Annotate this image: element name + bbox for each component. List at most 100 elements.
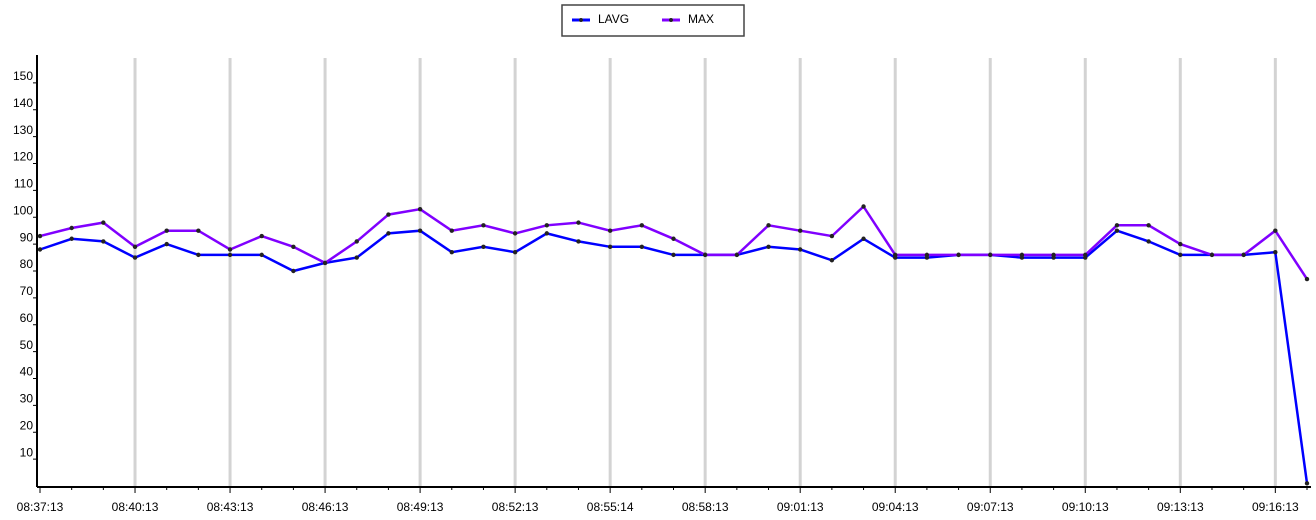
y-tick-label: 40 [20, 365, 34, 379]
x-tick-label: 09:04:13 [872, 500, 919, 514]
x-tick-label: 09:13:13 [1157, 500, 1204, 514]
data-point [702, 252, 708, 258]
data-point [417, 228, 423, 233]
x-tick-label: 09:16:13 [1252, 500, 1299, 514]
data-point [291, 244, 296, 250]
data-point [101, 239, 106, 244]
data-point [607, 244, 613, 250]
legend-marker [579, 18, 583, 22]
legend-box [561, 4, 745, 37]
x-tick-label: 09:10:13 [1062, 500, 1109, 514]
data-point [766, 223, 771, 228]
y-tick-label: 120 [13, 150, 33, 164]
data-point [576, 220, 581, 225]
data-point [512, 231, 518, 236]
y-tick-label: 60 [20, 311, 34, 325]
data-point [1178, 252, 1183, 258]
data-point [259, 252, 264, 258]
data-point [576, 239, 581, 244]
y-tick-label: 100 [13, 203, 33, 217]
data-point [1273, 228, 1278, 233]
legend-marker [669, 18, 673, 22]
data-point [386, 212, 391, 217]
data-point [671, 252, 676, 258]
data-point [1019, 252, 1025, 258]
x-tick-label: 08:37:13 [17, 500, 64, 514]
data-point [386, 231, 391, 236]
data-point [417, 206, 423, 212]
data-point [1209, 252, 1215, 258]
data-point [37, 247, 43, 252]
x-tick-label: 08:40:13 [112, 500, 159, 514]
legend-label: MAX [688, 12, 714, 26]
data-point [1304, 481, 1310, 486]
data-point [1241, 252, 1246, 258]
data-point [1051, 252, 1056, 258]
data-point [101, 220, 106, 225]
y-tick-label: 50 [20, 338, 34, 352]
x-tick-label: 08:58:13 [682, 500, 729, 514]
data-point [988, 252, 993, 258]
y-tick-label: 80 [20, 257, 34, 271]
x-tick-label: 09:07:13 [967, 500, 1014, 514]
data-point [544, 231, 549, 236]
data-point [893, 252, 898, 258]
x-tick-label: 09:01:13 [777, 500, 824, 514]
y-tick-label: 90 [20, 230, 34, 244]
data-point [861, 204, 866, 209]
data-point [227, 252, 233, 258]
data-point [1114, 228, 1120, 233]
data-point [164, 228, 169, 233]
data-point [449, 249, 454, 255]
data-point [354, 239, 359, 244]
y-tick-label: 110 [14, 177, 33, 191]
data-point [861, 236, 866, 241]
data-point [766, 244, 771, 250]
legend-label: LAVG [598, 12, 629, 26]
data-point [1146, 223, 1151, 228]
y-tick-label: 30 [20, 392, 34, 406]
y-tick-label: 10 [20, 445, 34, 459]
data-point [196, 228, 201, 233]
x-tick-label: 08:46:13 [302, 500, 349, 514]
data-point [639, 223, 645, 228]
data-point [132, 255, 138, 260]
data-point [69, 236, 74, 241]
data-point [829, 233, 835, 239]
data-point [196, 252, 201, 258]
data-point [639, 244, 645, 250]
data-point [1178, 241, 1183, 247]
legend: LAVG MAX [561, 4, 745, 37]
data-point [322, 260, 328, 266]
x-tick-label: 08:49:13 [397, 500, 444, 514]
data-point [1273, 249, 1278, 255]
data-point [1146, 239, 1151, 244]
data-point [671, 236, 676, 241]
data-point [1114, 223, 1120, 228]
y-tick-label: 130 [13, 123, 33, 137]
y-tick-label: 150 [13, 69, 33, 83]
y-tick-label: 140 [13, 96, 33, 110]
data-point [449, 228, 454, 233]
data-point [829, 258, 835, 263]
data-point [37, 233, 43, 239]
data-point [481, 244, 486, 250]
data-point [924, 252, 930, 258]
data-point [291, 268, 296, 274]
data-point [607, 228, 613, 233]
data-point [69, 225, 74, 231]
data-point [227, 247, 233, 252]
data-point [1304, 276, 1310, 282]
data-point [354, 255, 359, 260]
y-tick-label: 20 [20, 418, 34, 432]
x-tick-label: 08:52:13 [492, 500, 539, 514]
data-point [259, 233, 264, 239]
data-point [512, 249, 518, 255]
data-point [481, 223, 486, 228]
data-point [956, 252, 961, 258]
data-point [1083, 252, 1088, 258]
x-tick-label: 08:43:13 [207, 500, 254, 514]
x-tick-label: 08:55:14 [587, 500, 634, 514]
data-point [734, 252, 740, 258]
